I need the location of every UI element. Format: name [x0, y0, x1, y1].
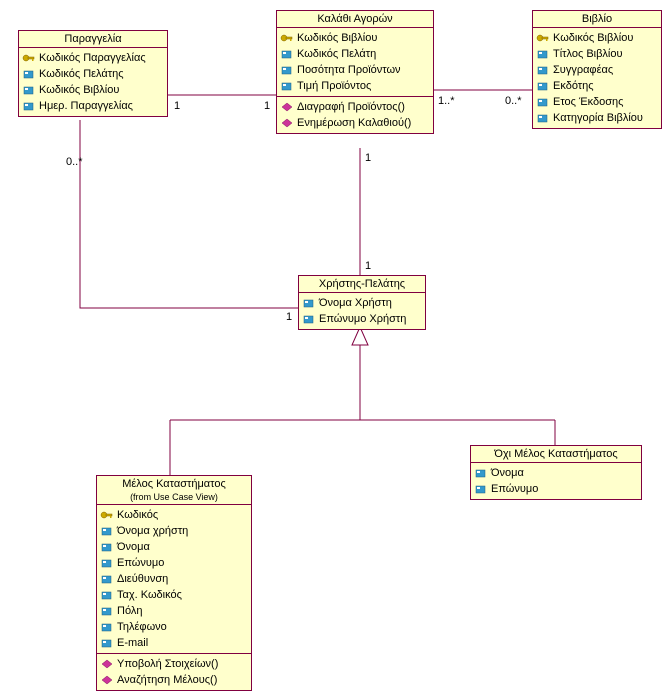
attr-row: Όνομα χρήστη: [100, 523, 248, 539]
attr-row: Κωδικός Βιβλίου: [280, 30, 430, 46]
attr-row: Κωδικός Πελάτης: [22, 66, 164, 82]
attr-row: Πόλη: [100, 603, 248, 619]
class-title: Βιβλίο: [533, 11, 661, 28]
attr-label: Όνομα: [117, 539, 150, 555]
class-title: Χρήστης-Πελάτης: [299, 276, 425, 293]
method-row: Ενημέρωση Καλαθιού(): [280, 115, 430, 131]
attr-label: Πόλη: [117, 603, 142, 619]
attr-label: Όνομα χρήστη: [117, 523, 188, 539]
attr-row: Τίτλος Βιβλίου: [536, 46, 658, 62]
class-user: Χρήστης-ΠελάτηςΌνομα ΧρήστηΕπώνυμο Χρήστ…: [298, 275, 426, 330]
attr-row: Κωδικός: [100, 507, 248, 523]
attr-row: Όνομα Χρήστη: [302, 295, 422, 311]
class-cart: Καλάθι ΑγορώνΚωδικός ΒιβλίουΚωδικός Πελά…: [276, 10, 434, 134]
class-title: Παραγγελία: [19, 31, 167, 48]
mult-cart-user-bottom: 1: [365, 260, 371, 272]
class-nonmember: Όχι Μέλος ΚαταστήματοςΌνομαΕπώνυμο: [470, 445, 642, 500]
class-methods: Υποβολή Στοιχείων()Αναζήτηση Μέλους(): [97, 654, 251, 690]
attr-label: Τίτλος Βιβλίου: [553, 46, 623, 62]
attr-row: Ημερ. Παραγγελίας: [22, 98, 164, 114]
class-book: ΒιβλίοΚωδικός ΒιβλίουΤίτλος ΒιβλίουΣυγγρ…: [532, 10, 662, 129]
attr-label: Ποσότητα Προϊόντων: [297, 62, 401, 78]
attr-label: Κωδικός Βιβλίου: [553, 30, 633, 46]
attr-label: Κωδικός Βιβλίου: [297, 30, 377, 46]
class-attrs: Κωδικός ΒιβλίουΚωδικός ΠελάτηΠοσότητα Πρ…: [277, 28, 433, 97]
attr-row: Όνομα: [100, 539, 248, 555]
attr-label: E-mail: [117, 635, 148, 651]
attr-label: Ημερ. Παραγγελίας: [39, 98, 133, 114]
class-methods: Διαγραφή Προϊόντος()Ενημέρωση Καλαθιού(): [277, 97, 433, 133]
attr-label: Κωδικός Παραγγελίας: [39, 50, 146, 66]
attr-label: Ταχ. Κωδικός: [117, 587, 182, 603]
attr-label: Επώνυμο: [491, 481, 538, 497]
attr-row: Όνομα: [474, 465, 638, 481]
mult-cart-user-top: 1: [365, 152, 371, 164]
attr-label: Επώνυμο Χρήστη: [319, 311, 406, 327]
class-attrs: ΌνομαΕπώνυμο: [471, 463, 641, 499]
method-row: Υποβολή Στοιχείων(): [100, 656, 248, 672]
mult-order-cart-right: 1: [264, 100, 270, 112]
attr-label: Διεύθυνση: [117, 571, 168, 587]
attr-label: Ετος Έκδοσης: [553, 94, 623, 110]
attr-row: Συγγραφέας: [536, 62, 658, 78]
mult-cart-book-right: 0..*: [505, 95, 522, 107]
method-label: Αναζήτηση Μέλους(): [117, 672, 217, 688]
attr-row: Κωδικός Βιβλίου: [536, 30, 658, 46]
method-label: Διαγραφή Προϊόντος(): [297, 99, 405, 115]
attr-row: Ποσότητα Προϊόντων: [280, 62, 430, 78]
attr-row: Ετος Έκδοσης: [536, 94, 658, 110]
attr-label: Κωδικός: [117, 507, 158, 523]
attr-row: Κωδικός Πελάτη: [280, 46, 430, 62]
class-attrs: Κωδικός ΒιβλίουΤίτλος ΒιβλίουΣυγγραφέαςΕ…: [533, 28, 661, 128]
attr-row: Κατηγορία Βιβλίου: [536, 110, 658, 126]
class-attrs: ΚωδικόςΌνομα χρήστηΌνομαΕπώνυμοΔιεύθυνση…: [97, 505, 251, 654]
attr-row: Κωδικός Βιβλίου: [22, 82, 164, 98]
attr-row: Τιμή Προϊόντος: [280, 78, 430, 94]
mult-order-user-bottom: 1: [286, 311, 292, 323]
attr-label: Επώνυμο: [117, 555, 164, 571]
class-title: Όχι Μέλος Καταστήματος: [471, 446, 641, 463]
attr-row: Επώνυμο Χρήστη: [302, 311, 422, 327]
attr-row: Εκδότης: [536, 78, 658, 94]
class-subtitle: (from Use Case View): [97, 492, 251, 505]
class-member: Μέλος Καταστήματος(from Use Case View)Κω…: [96, 475, 252, 691]
attr-label: Συγγραφέας: [553, 62, 613, 78]
attr-row: Επώνυμο: [100, 555, 248, 571]
attr-row: Διεύθυνση: [100, 571, 248, 587]
method-row: Αναζήτηση Μέλους(): [100, 672, 248, 688]
attr-label: Τηλέφωνο: [117, 619, 167, 635]
mult-order-cart-left: 1: [174, 100, 180, 112]
attr-row: Ταχ. Κωδικός: [100, 587, 248, 603]
attr-row: Τηλέφωνο: [100, 619, 248, 635]
attr-label: Κωδικός Πελάτης: [39, 66, 124, 82]
class-title: Καλάθι Αγορών: [277, 11, 433, 28]
attr-label: Κωδικός Βιβλίου: [39, 82, 119, 98]
method-label: Ενημέρωση Καλαθιού(): [297, 115, 411, 131]
attr-label: Κωδικός Πελάτη: [297, 46, 376, 62]
method-row: Διαγραφή Προϊόντος(): [280, 99, 430, 115]
class-attrs: Κωδικός ΠαραγγελίαςΚωδικός ΠελάτηςΚωδικό…: [19, 48, 167, 116]
attr-row: Επώνυμο: [474, 481, 638, 497]
attr-row: E-mail: [100, 635, 248, 651]
attr-label: Τιμή Προϊόντος: [297, 78, 371, 94]
attr-label: Εκδότης: [553, 78, 594, 94]
attr-row: Κωδικός Παραγγελίας: [22, 50, 164, 66]
attr-label: Όνομα: [491, 465, 524, 481]
class-order: ΠαραγγελίαΚωδικός ΠαραγγελίαςΚωδικός Πελ…: [18, 30, 168, 117]
mult-cart-book-left: 1..*: [438, 95, 455, 107]
method-label: Υποβολή Στοιχείων(): [117, 656, 218, 672]
mult-order-user-top: 0..*: [66, 156, 83, 168]
class-attrs: Όνομα ΧρήστηΕπώνυμο Χρήστη: [299, 293, 425, 329]
class-title: Μέλος Καταστήματος: [97, 476, 251, 492]
attr-label: Όνομα Χρήστη: [319, 295, 392, 311]
attr-label: Κατηγορία Βιβλίου: [553, 110, 643, 126]
